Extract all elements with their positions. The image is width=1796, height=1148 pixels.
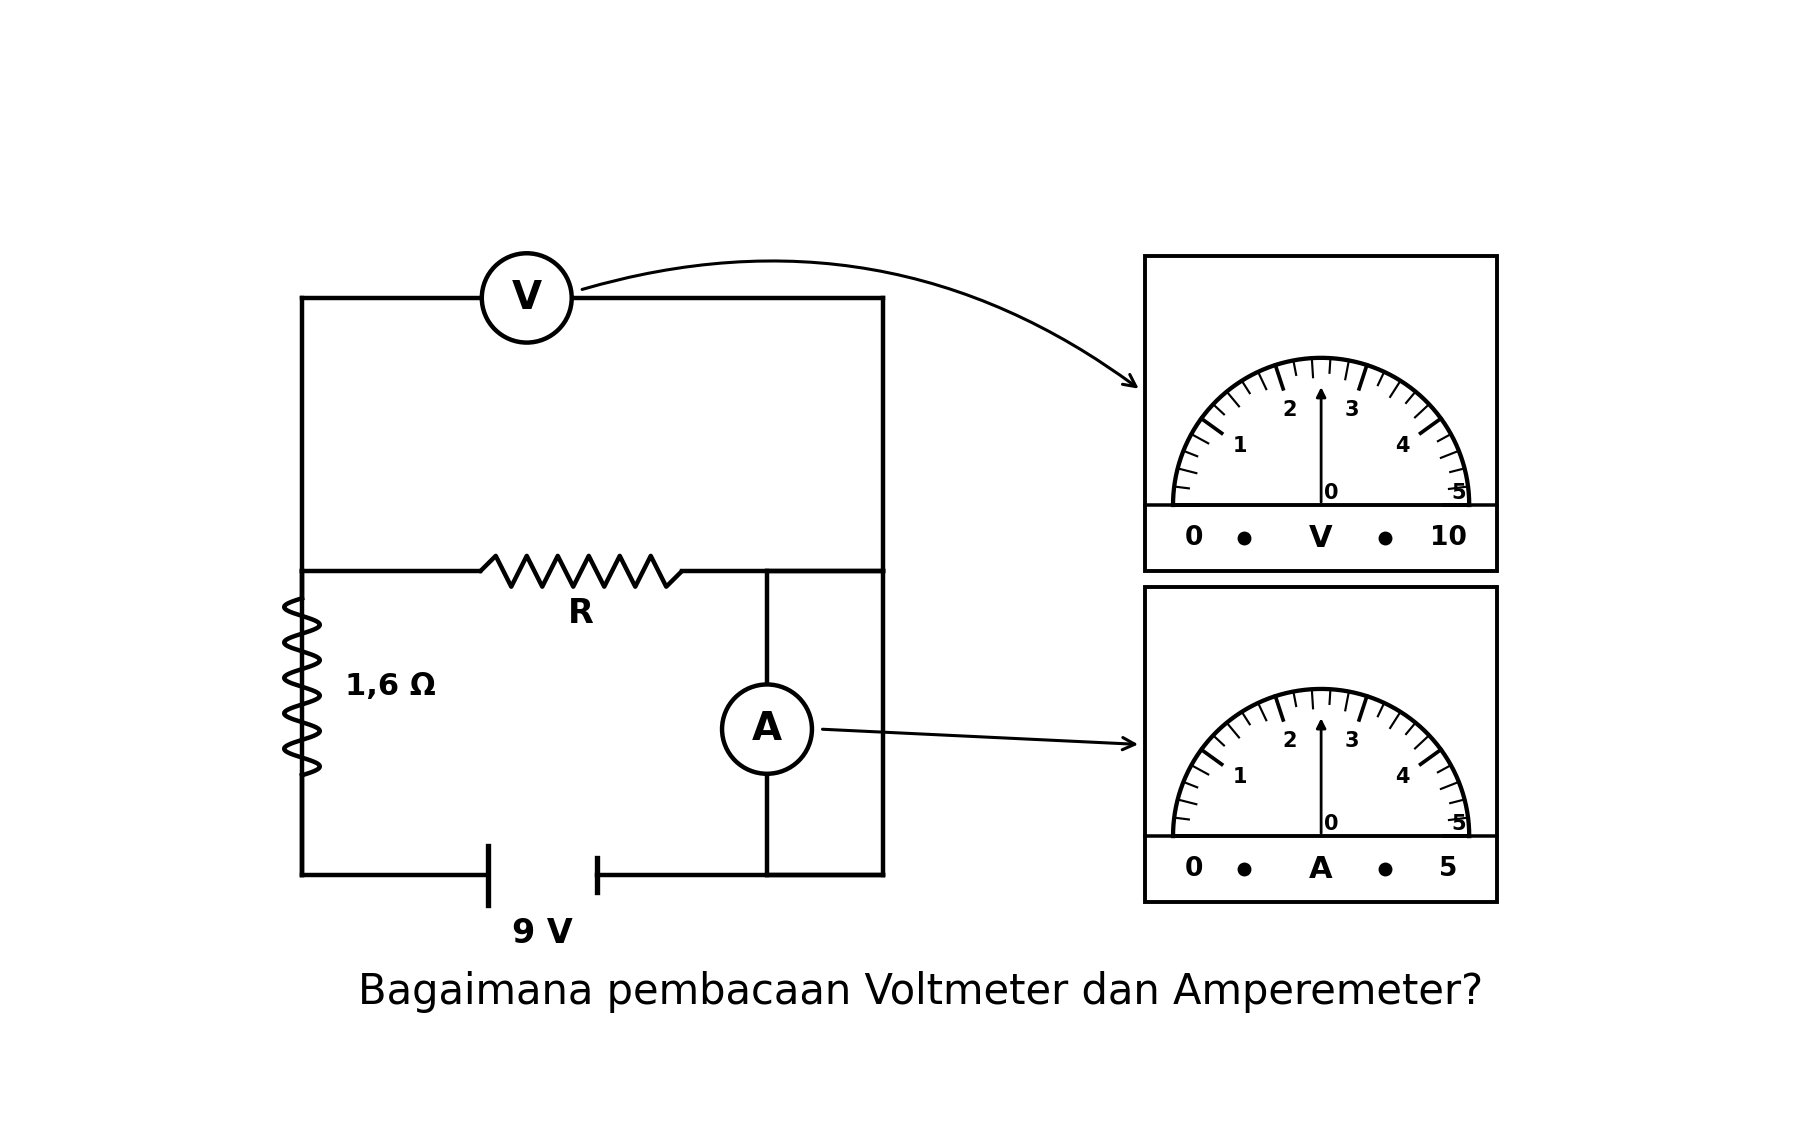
Text: 0: 0 <box>1324 483 1338 503</box>
FancyBboxPatch shape <box>1144 256 1498 572</box>
Text: 5: 5 <box>1439 856 1457 882</box>
Circle shape <box>722 684 812 774</box>
Text: 4: 4 <box>1395 767 1410 788</box>
Text: 0: 0 <box>1185 525 1203 551</box>
Text: 5: 5 <box>1451 814 1466 835</box>
Text: 1: 1 <box>1232 767 1246 788</box>
FancyBboxPatch shape <box>1144 587 1498 902</box>
Text: 0: 0 <box>1185 856 1203 882</box>
Text: R: R <box>568 597 594 630</box>
Text: 5: 5 <box>1451 483 1466 503</box>
Text: 9 V: 9 V <box>512 916 573 949</box>
Text: 2: 2 <box>1282 400 1297 420</box>
Text: A: A <box>1309 855 1333 884</box>
Text: 0: 0 <box>1324 814 1338 835</box>
Text: 10: 10 <box>1430 525 1467 551</box>
Circle shape <box>481 254 571 342</box>
Text: V: V <box>1309 523 1333 552</box>
Text: 2: 2 <box>1282 731 1297 751</box>
Text: A: A <box>753 711 781 748</box>
Text: V: V <box>512 279 542 317</box>
Text: 1: 1 <box>1232 436 1246 456</box>
Text: 1,6 Ω: 1,6 Ω <box>345 673 435 701</box>
Text: 3: 3 <box>1345 400 1360 420</box>
Text: 3: 3 <box>1345 731 1360 751</box>
Text: Bagaimana pembacaan Voltmeter dan Amperemeter?: Bagaimana pembacaan Voltmeter dan Ampere… <box>357 971 1483 1014</box>
Text: 4: 4 <box>1395 436 1410 456</box>
